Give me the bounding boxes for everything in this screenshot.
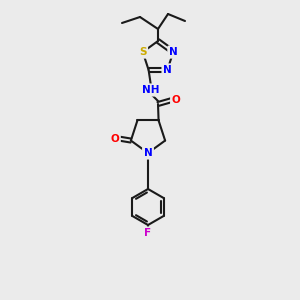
Text: S: S [139,47,146,57]
Text: F: F [144,228,152,238]
Text: N: N [169,47,178,57]
Text: N: N [163,65,172,75]
Text: NH: NH [142,85,160,95]
Text: O: O [110,134,119,144]
Text: N: N [144,148,152,158]
Text: O: O [172,95,180,105]
